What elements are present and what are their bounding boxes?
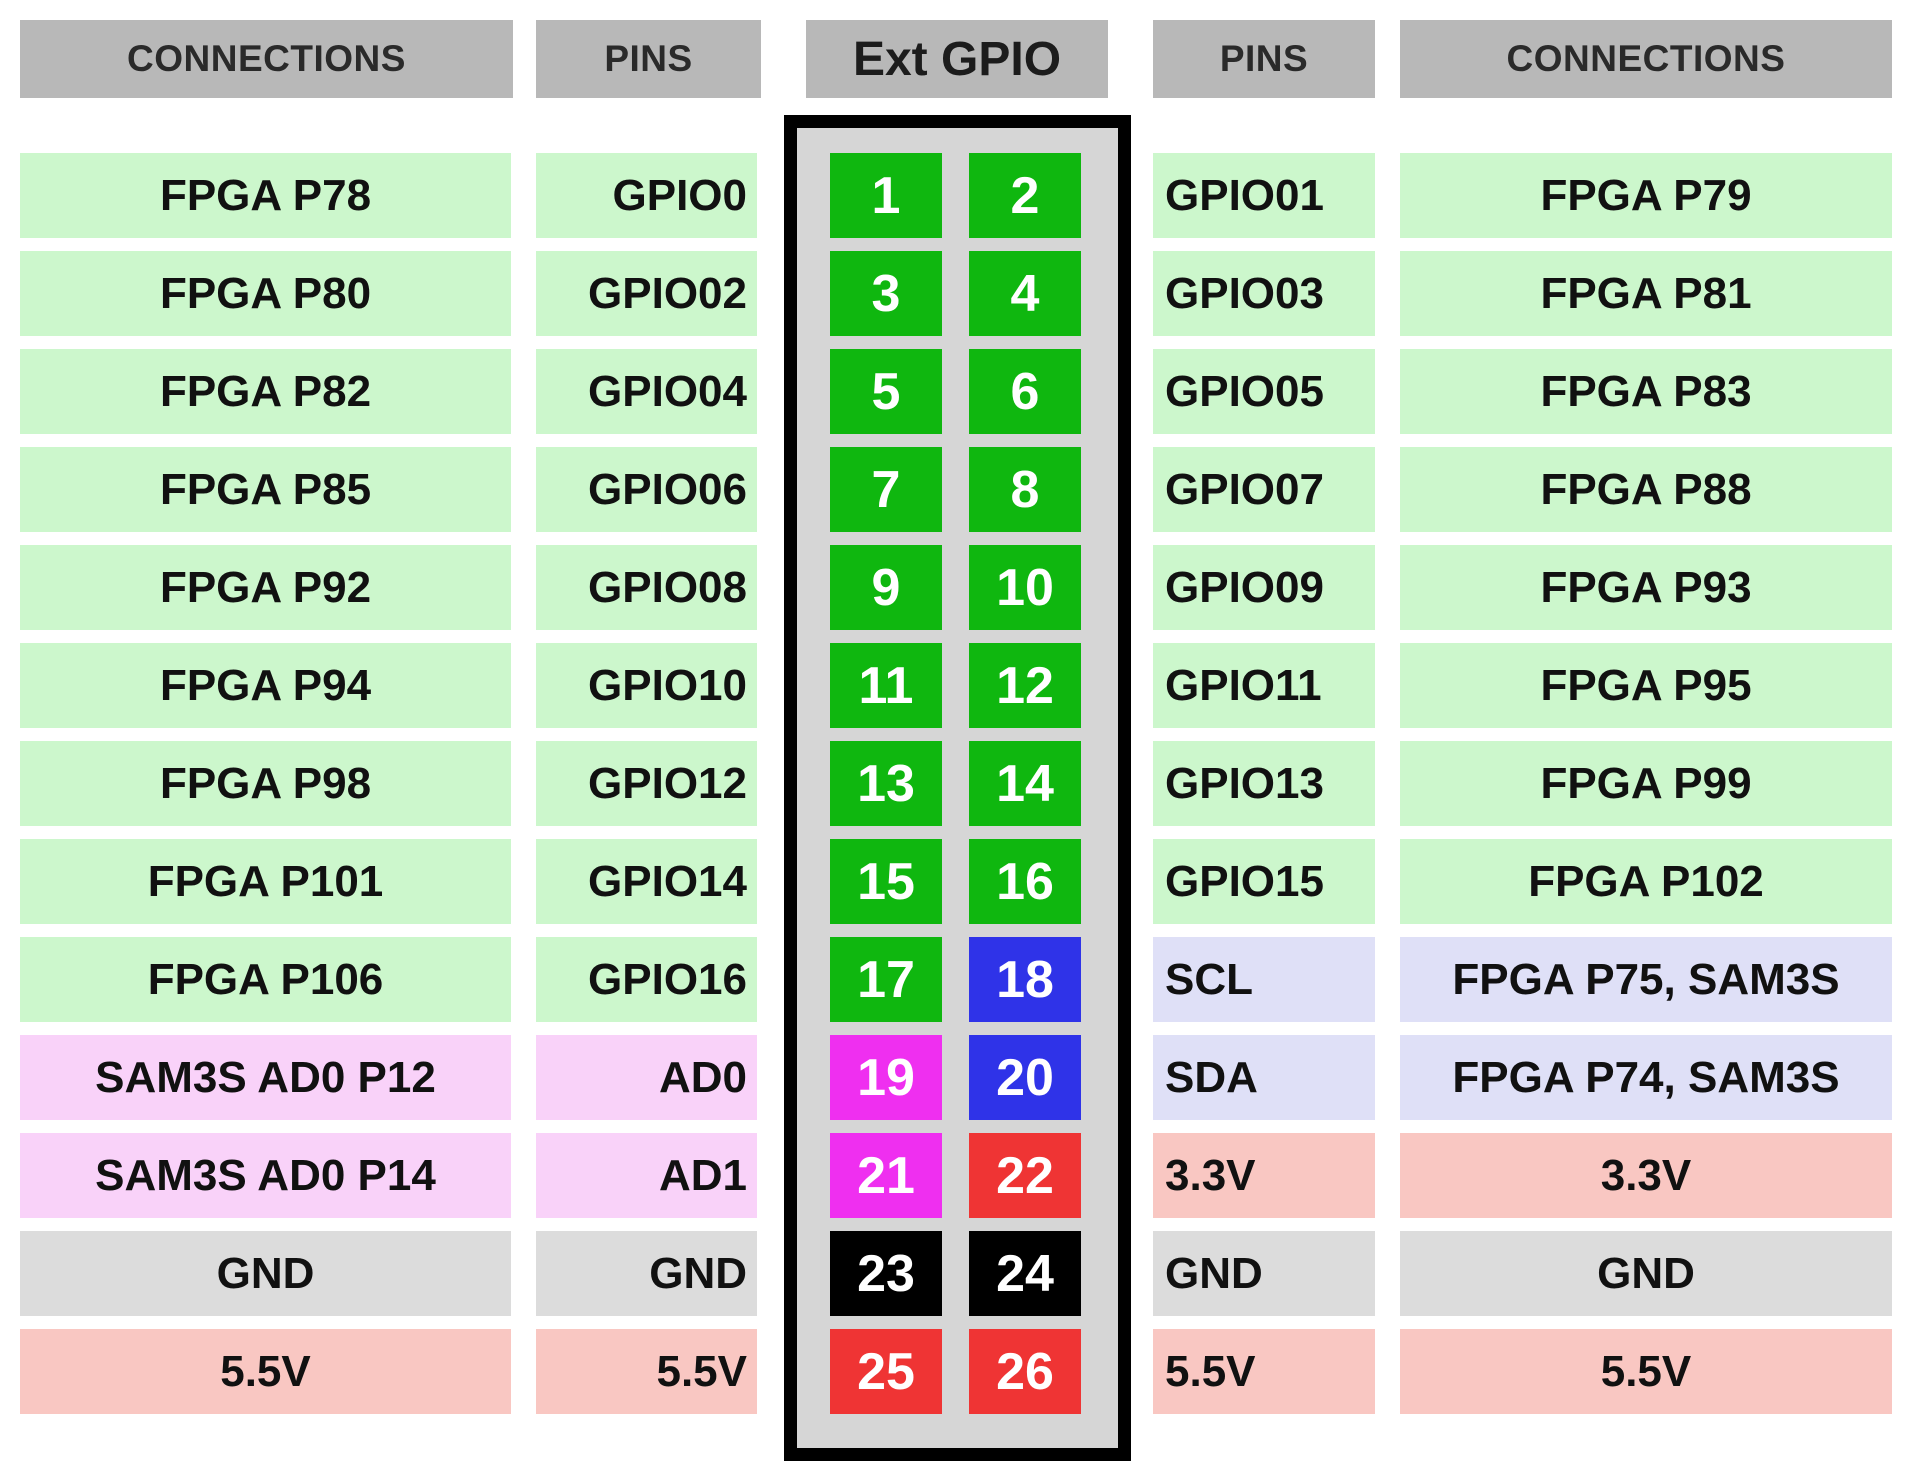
pin-number-odd: 15: [830, 839, 942, 924]
pin-number-odd: 25: [830, 1329, 942, 1414]
right-connection-label: FPGA P74, SAM3S: [1400, 1035, 1892, 1120]
right-connection-label: 5.5V: [1400, 1329, 1892, 1414]
pin-number-even: 4: [969, 251, 1081, 336]
right-pin-label: 3.3V: [1153, 1133, 1375, 1218]
pin-number-odd: 7: [830, 447, 942, 532]
left-pin-label: GPIO06: [536, 447, 757, 532]
header-title: Ext GPIO: [806, 20, 1108, 98]
right-connection-label: FPGA P95: [1400, 643, 1892, 728]
header-left-pins: PINS: [536, 20, 761, 98]
left-connection-label: FPGA P98: [20, 741, 511, 826]
left-pin-label: GPIO12: [536, 741, 757, 826]
left-pin-label: AD0: [536, 1035, 757, 1120]
pin-number-even: 24: [969, 1231, 1081, 1316]
pin-row: FPGA P82 GPIO04 5 6 GPIO05 FPGA P83: [0, 349, 1924, 434]
left-connection-label: FPGA P82: [20, 349, 511, 434]
right-connection-label: FPGA P99: [1400, 741, 1892, 826]
pin-number-odd: 9: [830, 545, 942, 630]
pin-number-odd: 19: [830, 1035, 942, 1120]
pin-row: 5.5V 5.5V 25 26 5.5V 5.5V: [0, 1329, 1924, 1414]
right-connection-label: FPGA P102: [1400, 839, 1892, 924]
left-pin-label: 5.5V: [536, 1329, 757, 1414]
pin-row: SAM3S AD0 P14 AD1 21 22 3.3V 3.3V: [0, 1133, 1924, 1218]
right-pin-label: GPIO01: [1153, 153, 1375, 238]
right-connection-label: FPGA P93: [1400, 545, 1892, 630]
right-connection-label: FPGA P75, SAM3S: [1400, 937, 1892, 1022]
pin-number-odd: 11: [830, 643, 942, 728]
left-pin-label: GPIO14: [536, 839, 757, 924]
left-pin-label: GPIO0: [536, 153, 757, 238]
right-pin-label: GPIO13: [1153, 741, 1375, 826]
left-connection-label: SAM3S AD0 P12: [20, 1035, 511, 1120]
right-pin-label: 5.5V: [1153, 1329, 1375, 1414]
pin-number-odd: 17: [830, 937, 942, 1022]
left-connection-label: FPGA P80: [20, 251, 511, 336]
pin-number-even: 10: [969, 545, 1081, 630]
pin-row: FPGA P85 GPIO06 7 8 GPIO07 FPGA P88: [0, 447, 1924, 532]
right-connection-label: FPGA P81: [1400, 251, 1892, 336]
pin-row: SAM3S AD0 P12 AD0 19 20 SDA FPGA P74, SAM3S: [0, 1035, 1924, 1120]
left-connection-label: 5.5V: [20, 1329, 511, 1414]
pin-number-even: 8: [969, 447, 1081, 532]
left-connection-label: FPGA P101: [20, 839, 511, 924]
left-pin-label: AD1: [536, 1133, 757, 1218]
pin-number-even: 26: [969, 1329, 1081, 1414]
header-right-pins: PINS: [1153, 20, 1375, 98]
left-connection-label: GND: [20, 1231, 511, 1316]
pin-number-even: 20: [969, 1035, 1081, 1120]
right-connection-label: 3.3V: [1400, 1133, 1892, 1218]
left-pin-label: GPIO08: [536, 545, 757, 630]
right-pin-label: GND: [1153, 1231, 1375, 1316]
right-pin-label: SCL: [1153, 937, 1375, 1022]
right-connection-label: GND: [1400, 1231, 1892, 1316]
left-pin-label: GPIO04: [536, 349, 757, 434]
left-connection-label: FPGA P94: [20, 643, 511, 728]
pin-number-odd: 3: [830, 251, 942, 336]
right-connection-label: FPGA P79: [1400, 153, 1892, 238]
pin-row: FPGA P94 GPIO10 11 12 GPIO11 FPGA P95: [0, 643, 1924, 728]
pin-number-even: 18: [969, 937, 1081, 1022]
pin-number-odd: 1: [830, 153, 942, 238]
pin-number-even: 2: [969, 153, 1081, 238]
right-pin-label: GPIO11: [1153, 643, 1375, 728]
pin-number-even: 22: [969, 1133, 1081, 1218]
left-connection-label: FPGA P106: [20, 937, 511, 1022]
left-pin-label: GPIO10: [536, 643, 757, 728]
pin-number-even: 12: [969, 643, 1081, 728]
pin-row: FPGA P101 GPIO14 15 16 GPIO15 FPGA P102: [0, 839, 1924, 924]
left-pin-label: GND: [536, 1231, 757, 1316]
pin-number-even: 16: [969, 839, 1081, 924]
pin-row: FPGA P92 GPIO08 9 10 GPIO09 FPGA P93: [0, 545, 1924, 630]
pin-number-even: 6: [969, 349, 1081, 434]
pin-row: FPGA P106 GPIO16 17 18 SCL FPGA P75, SAM3S: [0, 937, 1924, 1022]
pin-number-even: 14: [969, 741, 1081, 826]
left-pin-label: GPIO16: [536, 937, 757, 1022]
right-pin-label: GPIO15: [1153, 839, 1375, 924]
left-connection-label: FPGA P85: [20, 447, 511, 532]
right-pin-label: SDA: [1153, 1035, 1375, 1120]
right-pin-label: GPIO09: [1153, 545, 1375, 630]
left-connection-label: SAM3S AD0 P14: [20, 1133, 511, 1218]
left-pin-label: GPIO02: [536, 251, 757, 336]
pin-number-odd: 13: [830, 741, 942, 826]
header-right-connections: CONNECTIONS: [1400, 20, 1892, 98]
right-pin-label: GPIO03: [1153, 251, 1375, 336]
right-pin-label: GPIO05: [1153, 349, 1375, 434]
pin-row: FPGA P80 GPIO02 3 4 GPIO03 FPGA P81: [0, 251, 1924, 336]
pin-row: FPGA P98 GPIO12 13 14 GPIO13 FPGA P99: [0, 741, 1924, 826]
pin-number-odd: 21: [830, 1133, 942, 1218]
right-connection-label: FPGA P83: [1400, 349, 1892, 434]
pin-row: FPGA P78 GPIO0 1 2 GPIO01 FPGA P79: [0, 153, 1924, 238]
pin-number-odd: 23: [830, 1231, 942, 1316]
right-pin-label: GPIO07: [1153, 447, 1375, 532]
header-left-connections: CONNECTIONS: [20, 20, 513, 98]
pin-number-odd: 5: [830, 349, 942, 434]
pin-row: GND GND 23 24 GND GND: [0, 1231, 1924, 1316]
left-connection-label: FPGA P78: [20, 153, 511, 238]
left-connection-label: FPGA P92: [20, 545, 511, 630]
right-connection-label: FPGA P88: [1400, 447, 1892, 532]
